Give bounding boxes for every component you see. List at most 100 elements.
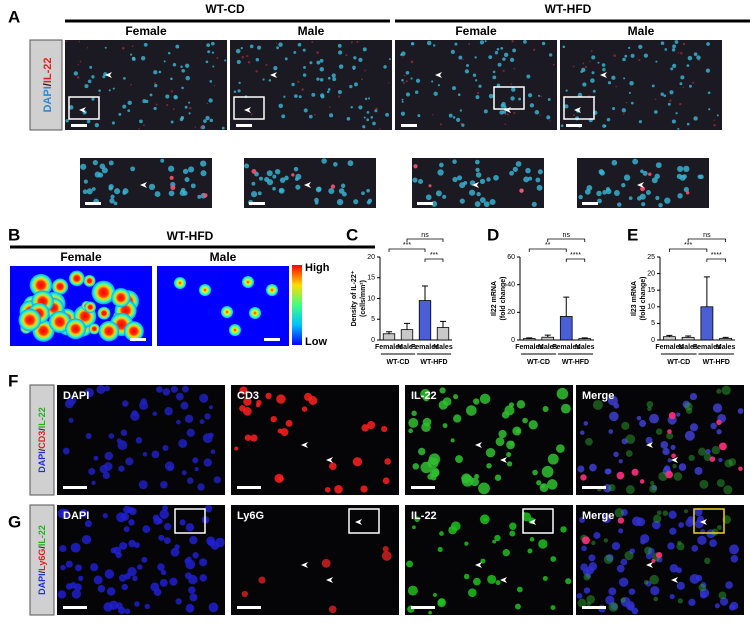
cell bbox=[459, 198, 465, 204]
cell bbox=[640, 186, 646, 192]
x-tick-label: Males bbox=[575, 344, 595, 351]
cell bbox=[278, 42, 283, 47]
cell bbox=[184, 63, 190, 68]
y-tick-label: 0 bbox=[371, 337, 375, 344]
cell bbox=[88, 467, 96, 476]
cell bbox=[608, 602, 619, 612]
cell bbox=[432, 592, 438, 598]
cell bbox=[209, 118, 214, 123]
cell bbox=[406, 560, 414, 568]
cell bbox=[353, 199, 359, 205]
inset-box bbox=[522, 508, 554, 534]
cell bbox=[641, 202, 646, 207]
cell bbox=[479, 40, 485, 45]
cell bbox=[671, 119, 676, 124]
cell bbox=[495, 437, 505, 447]
cell bbox=[240, 46, 243, 50]
arrowhead bbox=[140, 182, 147, 188]
cell bbox=[616, 471, 625, 480]
channel-label: CD3 bbox=[237, 390, 259, 402]
cell bbox=[631, 468, 639, 476]
cell bbox=[504, 112, 507, 115]
hotspot bbox=[88, 323, 100, 335]
cell bbox=[206, 102, 209, 105]
cell bbox=[410, 60, 414, 64]
cell bbox=[401, 51, 406, 56]
cell bbox=[650, 586, 660, 596]
cell bbox=[452, 86, 457, 91]
cell bbox=[182, 385, 189, 393]
cell bbox=[713, 119, 715, 121]
cell bbox=[283, 95, 286, 98]
cell bbox=[713, 124, 716, 127]
cell bbox=[642, 170, 648, 176]
cell bbox=[170, 120, 174, 124]
cell bbox=[474, 56, 477, 59]
cell bbox=[431, 80, 434, 83]
arrowhead bbox=[304, 182, 311, 188]
cell bbox=[241, 590, 249, 598]
cell bbox=[467, 588, 477, 598]
cell bbox=[541, 465, 554, 478]
cell bbox=[572, 65, 575, 68]
cell bbox=[131, 57, 136, 61]
cell bbox=[384, 458, 391, 465]
cell bbox=[57, 590, 67, 599]
cell bbox=[631, 607, 639, 615]
cell bbox=[65, 40, 68, 43]
cell bbox=[466, 405, 477, 416]
cell bbox=[185, 603, 195, 613]
cell bbox=[479, 197, 486, 204]
cell bbox=[250, 191, 258, 198]
cell bbox=[112, 87, 115, 90]
cell bbox=[244, 434, 252, 441]
cell bbox=[115, 602, 123, 610]
cell bbox=[618, 459, 623, 464]
cell bbox=[319, 58, 324, 63]
cell bbox=[611, 75, 616, 80]
cell bbox=[311, 92, 316, 97]
cell bbox=[483, 517, 488, 522]
cell bbox=[121, 583, 128, 591]
x-tick-label: Males bbox=[538, 344, 558, 351]
cell bbox=[334, 484, 343, 494]
inset-box bbox=[174, 508, 206, 534]
cell bbox=[636, 415, 642, 421]
stain: / bbox=[37, 570, 47, 573]
cell bbox=[108, 433, 115, 439]
cell bbox=[607, 81, 612, 85]
cell bbox=[711, 446, 720, 455]
cell bbox=[628, 91, 631, 94]
cell bbox=[160, 480, 168, 489]
cell bbox=[86, 47, 89, 49]
cell bbox=[669, 99, 672, 102]
cell bbox=[208, 602, 219, 613]
cell bbox=[680, 52, 683, 55]
hotspot bbox=[68, 270, 85, 287]
cell bbox=[285, 419, 293, 427]
hotspot bbox=[229, 324, 241, 336]
cell bbox=[666, 432, 674, 440]
cell bbox=[188, 586, 196, 594]
cell bbox=[258, 576, 266, 584]
cell bbox=[104, 46, 107, 49]
scale-bar bbox=[566, 124, 582, 127]
cell bbox=[437, 598, 446, 608]
cell bbox=[729, 601, 739, 610]
cell bbox=[316, 51, 319, 54]
cell bbox=[439, 387, 446, 394]
cell bbox=[628, 588, 636, 595]
cell bbox=[135, 437, 143, 444]
cell bbox=[102, 513, 108, 519]
cell bbox=[483, 201, 490, 208]
cell bbox=[80, 163, 87, 170]
cell bbox=[152, 411, 157, 416]
cell bbox=[514, 603, 521, 610]
hotspot bbox=[249, 307, 261, 319]
cell bbox=[650, 481, 655, 486]
cell bbox=[114, 188, 121, 195]
cell bbox=[76, 76, 80, 79]
arrowhead bbox=[600, 72, 607, 78]
cell bbox=[124, 573, 131, 580]
stain: IL-22 bbox=[37, 525, 47, 546]
